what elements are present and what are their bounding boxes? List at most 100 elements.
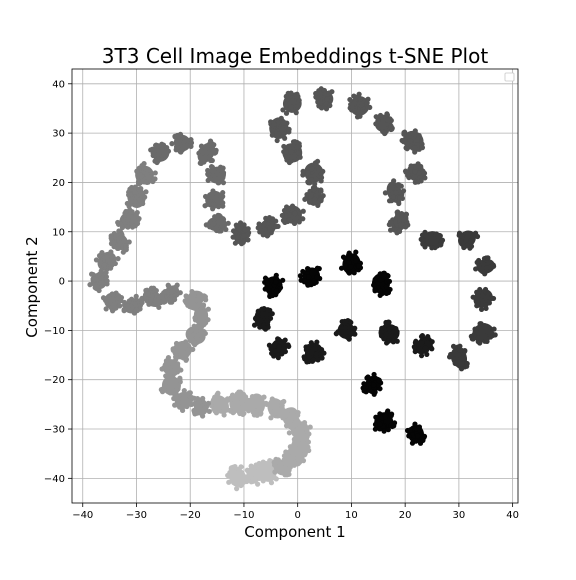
cluster bbox=[402, 161, 428, 185]
scatter-point bbox=[103, 269, 109, 276]
cluster bbox=[161, 282, 183, 305]
scatter-point bbox=[338, 329, 344, 335]
scatter-point bbox=[367, 104, 373, 111]
scatter-point bbox=[236, 466, 242, 472]
scatter-point bbox=[118, 221, 124, 227]
scatter-point bbox=[172, 402, 178, 408]
scatter-point bbox=[489, 263, 495, 269]
scatter-point bbox=[318, 178, 324, 184]
scatter-point bbox=[279, 212, 285, 219]
scatter-point bbox=[160, 142, 167, 148]
scatter-point bbox=[424, 351, 430, 358]
scatter-point bbox=[385, 408, 391, 414]
scatter-point bbox=[353, 94, 359, 100]
scatter-point bbox=[419, 145, 426, 151]
scatter-point bbox=[313, 90, 319, 97]
scatter-point bbox=[232, 230, 239, 236]
scatter-point bbox=[294, 94, 301, 100]
scatter-point bbox=[252, 476, 258, 482]
scatter-point bbox=[382, 190, 389, 196]
scatter-point bbox=[483, 335, 489, 342]
scatter-point bbox=[219, 216, 225, 222]
scatter-point bbox=[433, 239, 439, 246]
scatter-point bbox=[285, 206, 291, 212]
scatter-point bbox=[200, 413, 206, 419]
scatter-point bbox=[418, 163, 424, 170]
scatter-point bbox=[225, 220, 231, 226]
scatter-point bbox=[134, 168, 140, 174]
scatter-point bbox=[87, 282, 93, 288]
scatter-point bbox=[123, 208, 129, 215]
scatter-point bbox=[292, 428, 299, 434]
scatter-point bbox=[187, 328, 193, 334]
scatter-point bbox=[377, 112, 384, 119]
scatter-point bbox=[175, 382, 181, 389]
scatter-point bbox=[115, 245, 122, 251]
scatter-point bbox=[437, 242, 443, 248]
cluster bbox=[470, 286, 497, 313]
scatter-point bbox=[351, 100, 358, 106]
scatter-point bbox=[301, 278, 308, 284]
scatter-point bbox=[180, 396, 186, 402]
scatter-point bbox=[212, 176, 218, 182]
scatter-point bbox=[429, 245, 435, 251]
scatter-point bbox=[468, 239, 474, 245]
scatter-point bbox=[200, 395, 206, 402]
cluster bbox=[268, 115, 292, 144]
scatter-point bbox=[192, 315, 198, 321]
scatter-point bbox=[285, 342, 291, 348]
scatter-point bbox=[223, 226, 229, 233]
scatter-point bbox=[104, 278, 110, 284]
cluster bbox=[262, 272, 286, 299]
scatter-point bbox=[227, 470, 233, 476]
scatter-point bbox=[312, 345, 318, 352]
scatter-point bbox=[289, 411, 295, 417]
scatter-point bbox=[356, 91, 362, 97]
scatter-point bbox=[342, 333, 348, 339]
scatter-point bbox=[184, 403, 190, 410]
scatter-point bbox=[285, 90, 291, 96]
scatter-point bbox=[373, 114, 379, 120]
cluster bbox=[468, 321, 498, 346]
scatter-point bbox=[177, 290, 183, 296]
scatter-point bbox=[207, 138, 214, 144]
scatter-point bbox=[351, 107, 357, 114]
cluster bbox=[297, 265, 323, 288]
x-tick-label: 20 bbox=[399, 510, 412, 521]
cluster bbox=[115, 207, 142, 231]
scatter-point bbox=[103, 274, 110, 280]
scatter-point bbox=[143, 189, 149, 195]
scatter-points bbox=[87, 86, 498, 492]
chart-title: 3T3 Cell Image Embeddings t-SNE Plot bbox=[102, 44, 489, 68]
scatter-point bbox=[342, 325, 349, 331]
x-tick-label: −30 bbox=[126, 510, 147, 521]
scatter-point bbox=[181, 344, 188, 351]
scatter-point bbox=[176, 133, 182, 139]
scatter-point bbox=[173, 354, 179, 360]
scatter-point bbox=[234, 486, 240, 492]
scatter-point bbox=[152, 176, 158, 182]
y-axis-label: Component 2 bbox=[23, 236, 41, 337]
scatter-point bbox=[383, 290, 390, 297]
scatter-point bbox=[220, 203, 226, 209]
y-tick-label: −40 bbox=[44, 474, 65, 485]
scatter-point bbox=[167, 390, 173, 396]
scatter-point bbox=[460, 355, 466, 361]
scatter-point bbox=[297, 273, 304, 279]
scatter-point bbox=[485, 255, 491, 261]
scatter-point bbox=[226, 479, 232, 485]
scatter-point bbox=[210, 147, 216, 153]
scatter-point bbox=[275, 336, 281, 342]
cluster bbox=[139, 285, 167, 310]
scatter-point bbox=[372, 288, 378, 294]
scatter-point bbox=[304, 265, 311, 272]
scatter-point bbox=[194, 335, 200, 341]
scatter-point bbox=[351, 270, 357, 276]
scatter-point bbox=[464, 361, 470, 367]
scatter-point bbox=[268, 415, 274, 421]
scatter-point bbox=[231, 479, 237, 486]
scatter-point bbox=[377, 421, 383, 427]
scatter-point bbox=[342, 320, 348, 326]
scatter-point bbox=[324, 96, 330, 102]
x-tick-label: −20 bbox=[180, 510, 201, 521]
